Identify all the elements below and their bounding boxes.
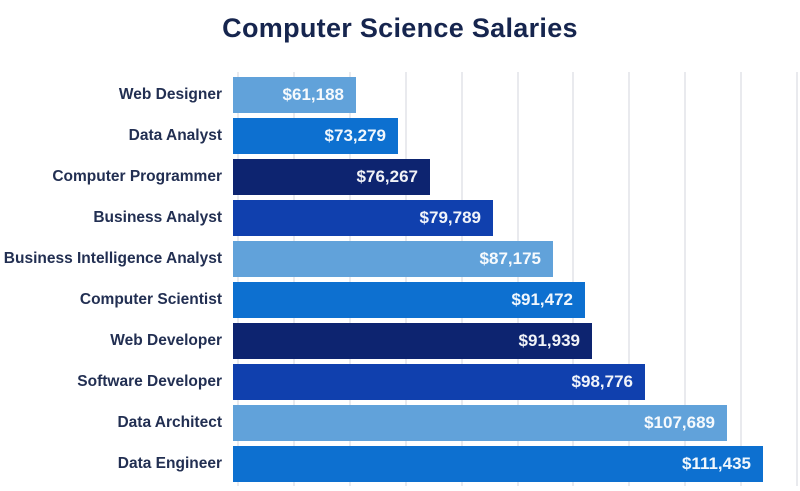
bar: $91,472 bbox=[233, 282, 585, 318]
category-label: Web Developer bbox=[110, 332, 222, 349]
bar: $87,175 bbox=[233, 241, 553, 277]
category-label: Data Architect bbox=[117, 414, 222, 431]
category-label: Computer Scientist bbox=[79, 291, 222, 308]
value-label: $87,175 bbox=[479, 249, 541, 268]
value-label: $79,789 bbox=[419, 208, 481, 227]
bar-row: Business Analyst $79,789 bbox=[0, 200, 800, 236]
value-label: $107,689 bbox=[644, 413, 715, 432]
bar: $73,279 bbox=[233, 118, 398, 154]
gridline bbox=[237, 72, 239, 486]
gridline bbox=[292, 72, 295, 486]
bar-row: Data Architect $107,689 bbox=[0, 405, 800, 441]
chart-title: Computer Science Salaries bbox=[222, 13, 578, 43]
gridline bbox=[628, 72, 631, 486]
gridline bbox=[796, 72, 798, 486]
bar-row: Data Analyst $73,279 bbox=[0, 118, 800, 154]
bar: $91,939 bbox=[233, 323, 592, 359]
value-label: $73,279 bbox=[324, 126, 386, 145]
bar: $98,776 bbox=[233, 364, 645, 400]
bar-row: Software Developer $98,776 bbox=[0, 364, 800, 400]
category-label: Business Analyst bbox=[93, 209, 222, 226]
bar-row: Data Engineer $111,435 bbox=[0, 446, 800, 482]
value-label: $91,472 bbox=[511, 290, 573, 309]
bar-row: Computer Programmer $76,267 bbox=[0, 159, 800, 195]
category-label: Business Intelligence Analyst bbox=[3, 250, 222, 267]
value-label: $61,188 bbox=[282, 85, 344, 104]
bar-row: Business Intelligence Analyst $87,175 bbox=[0, 241, 800, 277]
bar: $76,267 bbox=[233, 159, 430, 195]
bar: $79,789 bbox=[233, 200, 493, 236]
bar: $111,435 bbox=[233, 446, 763, 482]
category-label: Computer Programmer bbox=[52, 168, 222, 185]
bar-row: Web Developer $91,939 bbox=[0, 323, 800, 359]
category-label: Web Designer bbox=[118, 86, 222, 103]
gridline bbox=[684, 72, 687, 486]
gridline bbox=[740, 72, 743, 486]
bar-row: Web Designer $61,188 bbox=[0, 77, 800, 113]
value-label: $111,435 bbox=[681, 454, 751, 473]
gridline bbox=[348, 72, 351, 486]
gridline bbox=[460, 72, 463, 486]
category-label: Data Analyst bbox=[128, 127, 222, 144]
gridline bbox=[516, 72, 519, 486]
category-label: Software Developer bbox=[77, 373, 222, 390]
value-label: $91,939 bbox=[518, 331, 580, 350]
value-label: $98,776 bbox=[571, 372, 633, 391]
bar-row: Computer Scientist $91,472 bbox=[0, 282, 800, 318]
gridline bbox=[404, 72, 407, 486]
value-label: $76,267 bbox=[356, 167, 418, 186]
category-label: Data Engineer bbox=[117, 455, 222, 472]
bar: $107,689 bbox=[233, 405, 727, 441]
gridline bbox=[572, 72, 575, 486]
bar: $61,188 bbox=[233, 77, 356, 113]
